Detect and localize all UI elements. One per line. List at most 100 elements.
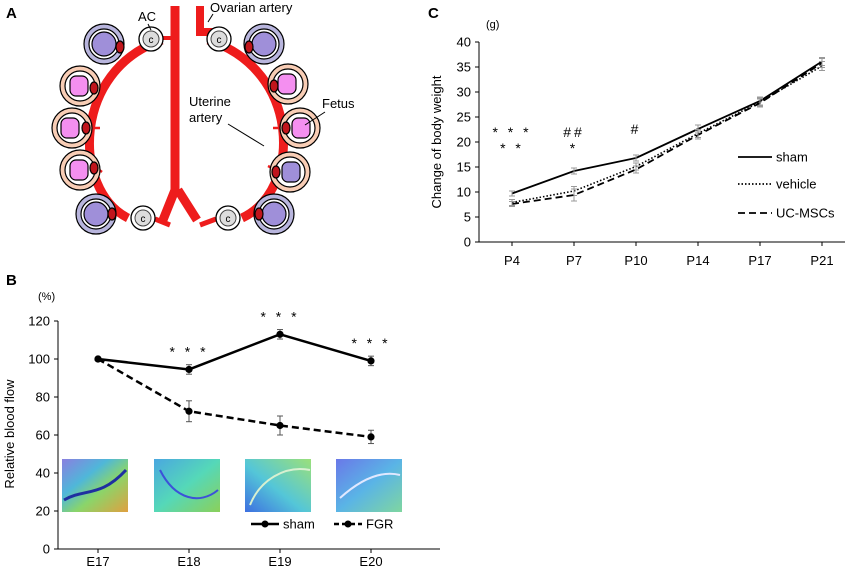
chart-c-ytick-label: 10 xyxy=(457,185,471,200)
chart-b-xtick-label: E18 xyxy=(177,554,200,567)
chart-c-significance: * * xyxy=(500,140,524,156)
chart-c-ytick-label: 25 xyxy=(457,110,471,125)
ac-bottom-left: c xyxy=(130,205,156,231)
chart-b-xaxis-ticks: E17 E18 E19 E20 xyxy=(86,549,383,567)
chart-b-axes xyxy=(57,321,440,550)
chart-b-point-sham xyxy=(185,365,193,374)
chart-c-ytick-label: 15 xyxy=(457,160,471,175)
chart-c-series-line-vehicle xyxy=(511,65,823,204)
label-uterine-artery-2: artery xyxy=(189,110,223,125)
fetal-sac xyxy=(269,151,311,193)
chart-b-legend-marker xyxy=(344,520,352,528)
chart-b-ylabel: Relative blood flow xyxy=(2,379,17,489)
chart-b-yaxis-ticks: 0 20 40 60 80 100 120 xyxy=(28,314,58,557)
panel-c: C (g) Change of body weight 0 5 10 15 20 25 30… xyxy=(428,5,845,268)
ac-top-left: c xyxy=(138,26,164,52)
chart-c-legend: sham vehicle UC-MSCs xyxy=(738,150,835,221)
fetal-sacs-right xyxy=(243,23,321,235)
panel-a: A c xyxy=(6,0,355,235)
fetal-sac xyxy=(59,65,101,107)
chart-b-xtick-label: E19 xyxy=(268,554,291,567)
chart-b-ytick-label: 80 xyxy=(36,390,50,405)
svg-text:c: c xyxy=(217,35,222,46)
fetal-sac xyxy=(59,149,101,191)
chart-c-ytick-label: 5 xyxy=(464,210,471,225)
chart-b-ytick-label: 100 xyxy=(28,352,50,367)
chart-b-point-fgr xyxy=(94,355,102,363)
chart-b-significance: * * * xyxy=(169,344,208,360)
chart-b-ytick-label: 120 xyxy=(28,314,50,329)
chart-b-point-fgr xyxy=(367,433,375,441)
fetal-sac xyxy=(75,193,117,235)
chart-c-axes xyxy=(478,42,845,243)
chart-b-point-sham xyxy=(367,357,375,365)
svg-text:c: c xyxy=(141,214,146,225)
central-artery xyxy=(158,6,201,223)
fetal-sac xyxy=(243,23,285,65)
left-uterine-artery xyxy=(85,35,164,223)
chart-b-ytick-label: 0 xyxy=(43,542,50,557)
chart-b-legend: sham FGR xyxy=(251,517,393,532)
ac-top-right: c xyxy=(206,26,232,52)
label-uterine-artery-1: Uterine xyxy=(189,94,231,109)
chart-c-significance: ## xyxy=(563,124,585,140)
chart-b-inset-images xyxy=(62,459,402,512)
chart-c-xtick-label: P7 xyxy=(566,253,582,268)
chart-c-xtick-label: P17 xyxy=(748,253,771,268)
chart-b-xtick-label: E17 xyxy=(86,554,109,567)
doppler-image-e20 xyxy=(336,459,402,512)
label-fetus: Fetus xyxy=(322,96,355,111)
doppler-image-e17 xyxy=(62,459,128,512)
fetal-sac xyxy=(83,23,125,65)
chart-c-xaxis-ticks: P4 P7 P10 P14 P17 P21 xyxy=(504,242,834,268)
fetal-sacs-left xyxy=(51,23,125,235)
chart-c-ytick-label: 20 xyxy=(457,135,471,150)
chart-b-ytick-label: 20 xyxy=(36,504,50,519)
chart-b-unit: (%) xyxy=(38,291,55,303)
chart-c-xtick-label: P14 xyxy=(686,253,709,268)
right-uterine-artery xyxy=(206,35,288,223)
label-ovarian-artery: Ovarian artery xyxy=(210,0,293,15)
ac-link-bottom-right xyxy=(199,216,217,228)
chart-c-ytick-label: 40 xyxy=(457,35,471,50)
chart-b-series-line-fgr xyxy=(97,357,372,439)
ac-vessels: c c c c xyxy=(130,26,241,231)
chart-c-legend-label: sham xyxy=(776,150,808,165)
chart-c-legend-label: vehicle xyxy=(776,177,816,192)
chart-c-ylabel: Change of body weight xyxy=(429,75,444,208)
chart-b-significance: * * * xyxy=(351,335,390,351)
panel-a-letter: A xyxy=(6,5,17,22)
svg-text:c: c xyxy=(226,214,231,225)
chart-c-yaxis-ticks: 0 5 10 15 20 25 30 35 40 xyxy=(457,35,479,250)
chart-b-legend-label: FGR xyxy=(366,517,393,532)
fetal-sac xyxy=(267,63,309,105)
ac-bottom-right: c xyxy=(215,205,241,231)
chart-b-point-fgr xyxy=(276,421,284,430)
chart-c-significance: # xyxy=(631,121,642,137)
ac-link-bottom-left xyxy=(154,216,171,228)
chart-c-plot: * * ** * ##* # xyxy=(492,57,825,207)
label-ac: AC xyxy=(138,9,156,24)
panel-b: B (%) Relative blood flow 0 20 40 60 80 100 12… xyxy=(2,272,440,567)
fetal-sac xyxy=(51,107,93,149)
chart-b-xtick-label: E20 xyxy=(359,554,382,567)
fetal-branches xyxy=(88,84,286,174)
chart-b-legend-marker xyxy=(261,520,269,528)
chart-b-series-line-sham xyxy=(97,332,372,371)
chart-b-plot: * * * * * * * * * xyxy=(94,309,390,445)
fetal-sac xyxy=(279,107,321,149)
doppler-image-e18 xyxy=(154,459,220,512)
chart-c-ytick-label: 0 xyxy=(464,235,471,250)
chart-c-xtick-label: P21 xyxy=(810,253,833,268)
chart-c-xtick-label: P10 xyxy=(624,253,647,268)
panel-c-letter: C xyxy=(428,5,439,22)
chart-b-ytick-label: 60 xyxy=(36,428,50,443)
chart-c-significance: * xyxy=(570,140,578,156)
panel-b-letter: B xyxy=(6,272,17,289)
chart-c-series-line-sham xyxy=(511,60,823,195)
doppler-image-e19 xyxy=(245,459,311,512)
chart-c-ytick-label: 30 xyxy=(457,85,471,100)
chart-c-legend-label: UC-MSCs xyxy=(776,206,835,221)
chart-c-series-line-uc-mscs xyxy=(511,62,823,205)
